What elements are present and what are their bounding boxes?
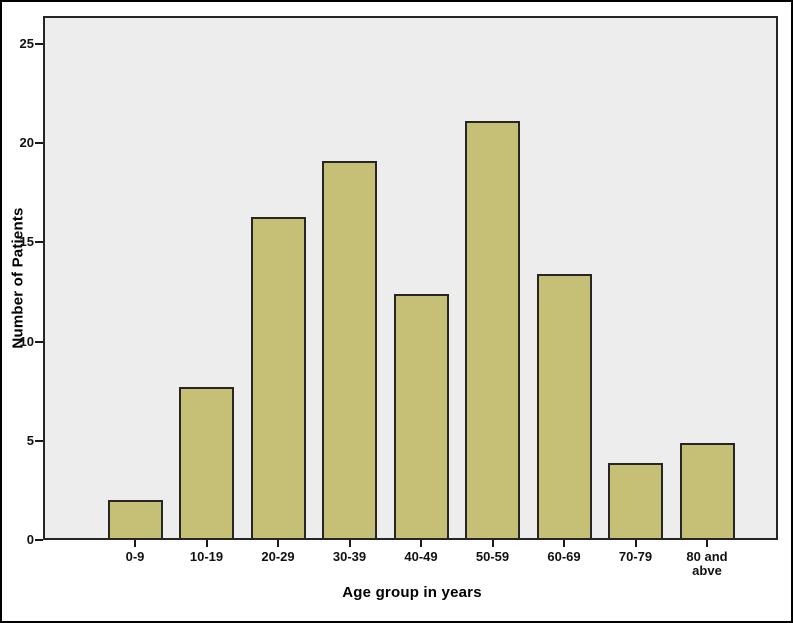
bar-10-19 — [179, 387, 234, 538]
bar-50-59 — [465, 121, 520, 538]
bar-20-29 — [250, 217, 306, 538]
y-tick-mark — [35, 539, 43, 541]
y-tick-mark — [35, 340, 43, 343]
y-tick-label: 0 — [26, 532, 34, 547]
y-tick-label: 10 — [19, 333, 34, 349]
bar-80 and abve — [679, 443, 735, 538]
bar-30-39 — [322, 161, 377, 538]
bar-60-69 — [536, 274, 592, 538]
x-tick-mark — [420, 540, 422, 547]
x-tick-label: 40-49 — [404, 549, 438, 564]
y-tick-mark — [35, 43, 43, 45]
x-tick-mark — [706, 540, 708, 547]
y-tick-label: 20 — [19, 135, 34, 151]
x-tick-mark — [134, 540, 136, 547]
x-tick-label: 30-39 — [332, 549, 367, 564]
y-tick-label: 15 — [19, 234, 34, 250]
y-axis-title: Number of Patients — [9, 207, 27, 349]
x-tick-mark — [205, 540, 208, 547]
y-tick-label: 25 — [19, 36, 34, 51]
bar-40-49 — [393, 294, 449, 538]
plot-area — [43, 16, 778, 540]
bar-70-79 — [608, 463, 663, 538]
x-tick-label: 70-79 — [618, 549, 653, 564]
x-axis-title: Age group in years — [342, 584, 482, 601]
x-tick-mark — [634, 540, 637, 547]
y-tick-label: 5 — [26, 432, 34, 448]
x-tick-mark — [277, 540, 279, 547]
x-tick-mark — [491, 540, 494, 547]
y-tick-mark — [35, 439, 43, 442]
x-tick-label: 10-19 — [189, 549, 224, 564]
y-tick-mark — [35, 142, 43, 145]
x-tick-label: 80 and abve — [686, 549, 728, 578]
y-tick-mark — [35, 241, 43, 244]
x-tick-label: 50-59 — [475, 549, 510, 564]
x-tick-label: 0-9 — [125, 549, 145, 564]
x-tick-mark — [348, 540, 351, 547]
bar-0-9 — [107, 500, 163, 538]
x-tick-label: 60-69 — [547, 549, 581, 564]
x-tick-label: 20-29 — [261, 549, 295, 564]
x-tick-mark — [563, 540, 565, 547]
